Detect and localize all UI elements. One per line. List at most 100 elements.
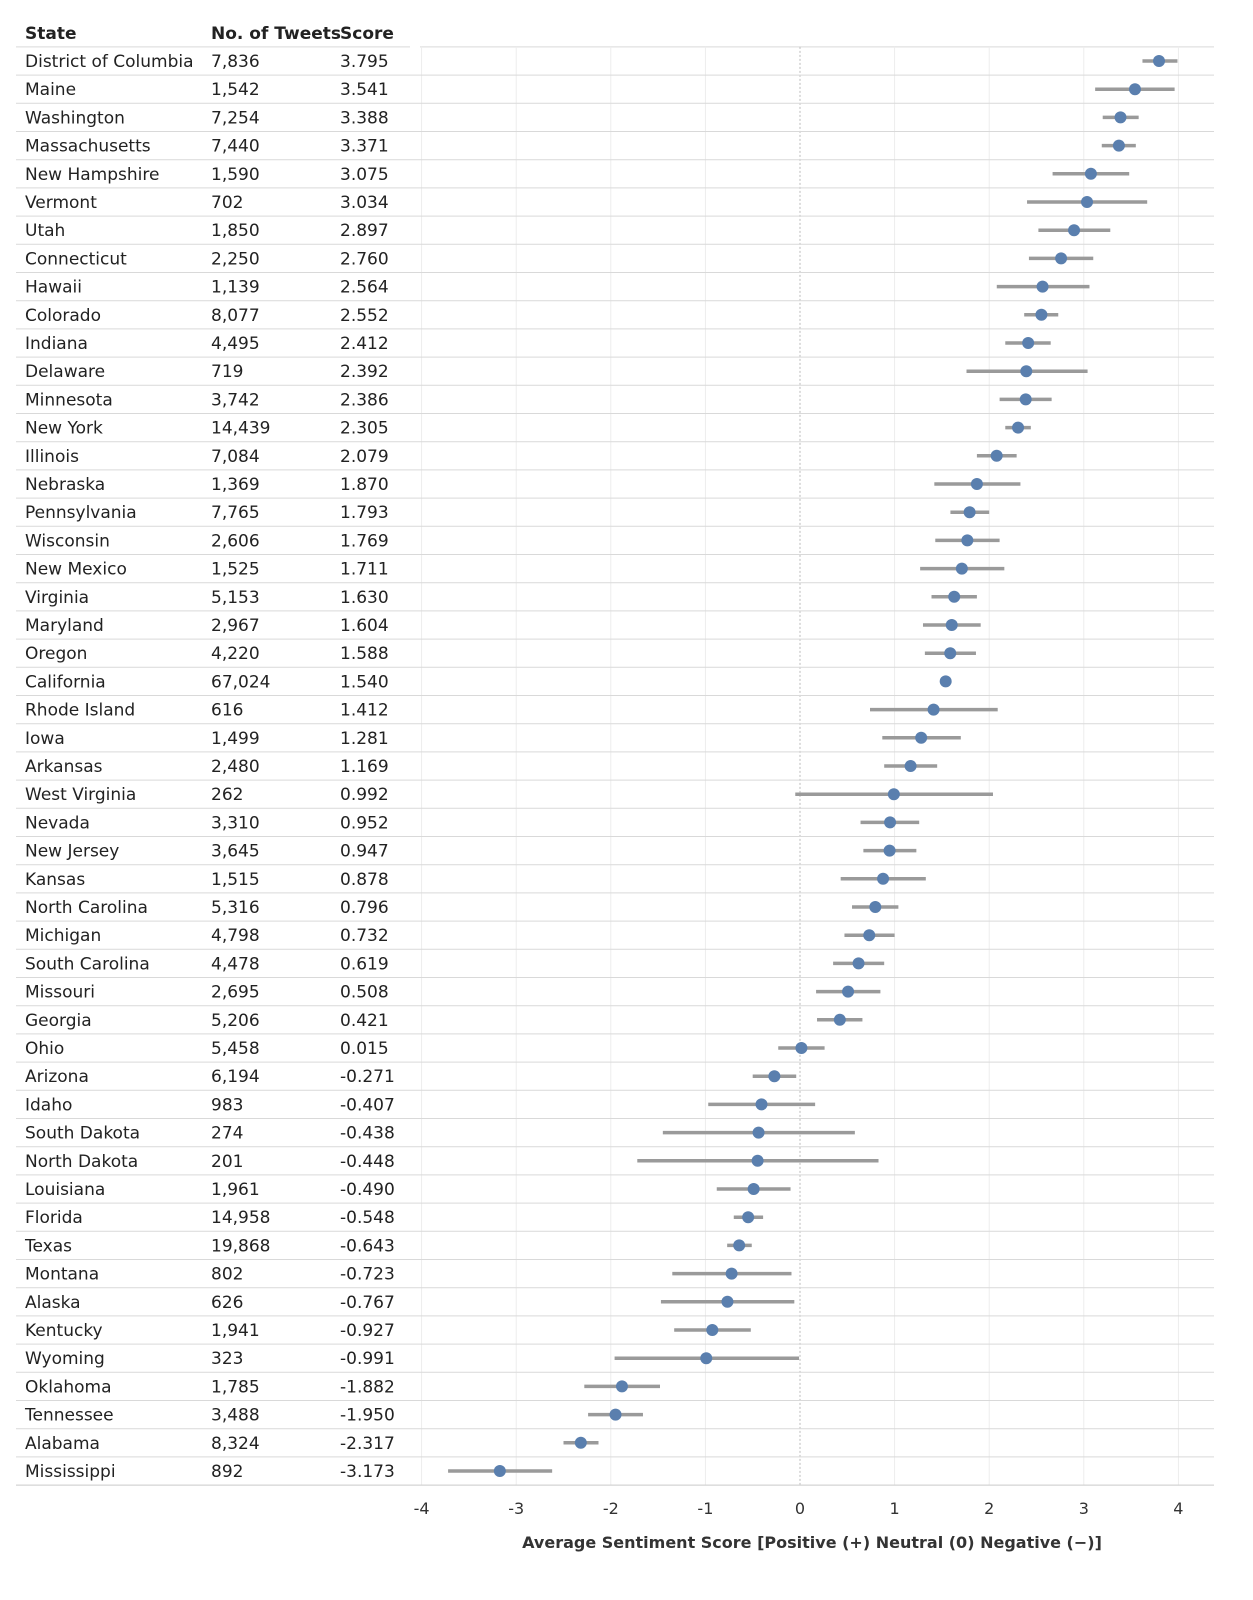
state-label: Vermont	[25, 193, 97, 213]
state-label: Alabama	[25, 1434, 100, 1454]
score-value: -0.991	[340, 1349, 395, 1369]
state-label: Oklahoma	[25, 1377, 112, 1397]
state-label: Washington	[25, 108, 125, 128]
score-point	[915, 731, 928, 744]
tweet-count: 1,542	[211, 80, 260, 100]
x-tick-label: 1	[890, 1499, 900, 1518]
score-value: 0.015	[340, 1039, 389, 1059]
state-label: Idaho	[25, 1095, 72, 1115]
score-value: 0.508	[340, 983, 389, 1003]
tweet-count: 2,606	[211, 531, 260, 551]
score-value: 1.711	[340, 560, 389, 580]
tweet-count: 719	[211, 362, 243, 382]
state-label: New Jersey	[25, 842, 119, 862]
tweet-count: 802	[211, 1265, 243, 1285]
tweet-count: 2,695	[211, 983, 260, 1003]
score-value: 3.541	[340, 80, 389, 100]
tweet-count: 5,153	[211, 588, 260, 608]
tweet-count: 983	[211, 1095, 243, 1115]
tweet-count: 274	[211, 1124, 243, 1144]
state-label: South Dakota	[25, 1124, 140, 1144]
state-label: South Carolina	[25, 954, 150, 974]
state-label: Texas	[24, 1236, 72, 1256]
tweet-count: 1,961	[211, 1180, 260, 1200]
score-point	[904, 760, 917, 772]
header-tweets: No. of Tweets	[211, 24, 342, 44]
state-label: Virginia	[25, 588, 89, 608]
score-value: -0.448	[340, 1152, 395, 1172]
tweet-count: 19,868	[211, 1236, 270, 1256]
score-value: 0.952	[340, 813, 389, 833]
score-value: -0.723	[340, 1265, 395, 1285]
score-point	[887, 788, 900, 801]
score-point	[721, 1295, 734, 1308]
state-label: Oregon	[25, 644, 87, 664]
tweet-count: 6,194	[211, 1067, 260, 1087]
tweet-count: 626	[211, 1293, 243, 1313]
score-value: 1.769	[340, 531, 389, 551]
score-value: 2.897	[340, 221, 389, 241]
score-point	[752, 1126, 765, 1139]
header-score: Score	[340, 24, 394, 44]
score-value: 1.412	[340, 701, 389, 721]
tweet-count: 616	[211, 701, 243, 721]
tweet-count: 8,077	[211, 306, 260, 326]
tweet-count: 323	[211, 1349, 243, 1369]
header-state: State	[25, 24, 77, 44]
tweet-count: 7,084	[211, 447, 260, 467]
x-tick-label: 3	[1079, 1499, 1089, 1518]
tweet-count: 14,439	[211, 419, 270, 439]
score-value: 0.947	[340, 842, 389, 862]
state-label: Tennessee	[24, 1406, 114, 1426]
score-value: 2.412	[340, 334, 389, 354]
x-tick-label: -3	[508, 1499, 524, 1518]
score-point	[493, 1465, 506, 1477]
score-value: 2.079	[340, 447, 389, 467]
score-point	[990, 449, 1003, 462]
score-value: 0.992	[340, 785, 389, 805]
x-tick-label: -4	[414, 1499, 430, 1518]
score-point	[1084, 167, 1097, 180]
tweet-count: 4,220	[211, 644, 260, 664]
score-point	[747, 1183, 760, 1195]
state-label: Arkansas	[25, 757, 103, 777]
score-value: -0.643	[340, 1236, 395, 1256]
score-point	[1128, 83, 1141, 96]
table-header: State No. of Tweets Score	[0, 22, 420, 46]
score-value: 1.588	[340, 644, 389, 664]
score-value: 2.386	[340, 390, 389, 410]
state-label: Pennsylvania	[25, 503, 137, 523]
tweet-count: 5,316	[211, 898, 260, 918]
tweet-count: 7,440	[211, 137, 260, 157]
score-point	[869, 901, 882, 913]
score-point	[742, 1211, 755, 1224]
tweet-count: 892	[211, 1462, 243, 1482]
tweet-count: 1,499	[211, 729, 260, 749]
score-point	[1081, 196, 1094, 208]
score-value: 0.878	[340, 870, 389, 890]
state-label: California	[25, 672, 106, 692]
score-value: -0.927	[340, 1321, 395, 1341]
x-tick-label: 0	[795, 1499, 805, 1518]
tweet-count: 2,480	[211, 757, 260, 777]
state-label: Kentucky	[25, 1321, 103, 1341]
tweet-count: 1,525	[211, 560, 260, 580]
x-tick-label: 2	[984, 1499, 994, 1518]
score-point	[948, 590, 961, 603]
state-label: Michigan	[25, 926, 101, 946]
score-point	[706, 1324, 719, 1336]
tweet-count: 3,742	[211, 390, 260, 410]
state-label: Mississippi	[25, 1462, 116, 1482]
score-value: -0.767	[340, 1293, 395, 1313]
score-value: 1.793	[340, 503, 389, 523]
score-value: 2.760	[340, 249, 389, 269]
score-point	[609, 1408, 622, 1421]
score-point	[863, 929, 876, 942]
state-label: Nevada	[25, 813, 90, 833]
tweet-count: 1,515	[211, 870, 260, 890]
score-point	[1068, 224, 1081, 237]
score-point	[1153, 55, 1166, 67]
score-value: 1.169	[340, 757, 389, 777]
score-point	[1012, 421, 1025, 434]
